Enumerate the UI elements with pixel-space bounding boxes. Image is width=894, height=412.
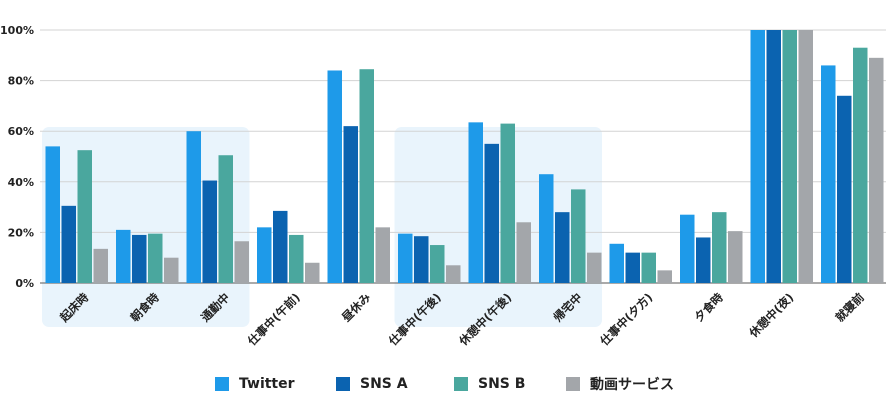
- bar: [712, 212, 727, 283]
- bars: [45, 30, 884, 284]
- y-tick-label: 60%: [8, 125, 34, 138]
- bar-chart: 0%20%40%60%80%100% 起床時 朝食時 通勤中 仕事中(午前) 昼休み 仕事…: [0, 24, 886, 349]
- legend-label: 動画サービス: [590, 377, 674, 393]
- legend-label: SNS A: [360, 376, 408, 392]
- bar: [821, 65, 836, 283]
- bar: [289, 234, 304, 283]
- bar: [186, 131, 201, 283]
- bar: [218, 155, 233, 283]
- y-tick-label: 80%: [8, 75, 34, 88]
- y-tick-label: 20%: [8, 226, 34, 239]
- bar: [468, 122, 483, 283]
- bar: [869, 57, 884, 283]
- bar: [609, 243, 624, 283]
- legend-label: SNS B: [478, 376, 526, 392]
- legend-swatch: [454, 377, 468, 391]
- bar: [398, 233, 413, 283]
- legend: Twitter SNS A SNS B 動画サービス: [0, 372, 894, 396]
- grid-lines: [40, 29, 886, 284]
- legend-swatch: [215, 377, 229, 391]
- bar: [728, 231, 743, 283]
- bar: [696, 237, 711, 283]
- bar: [680, 214, 695, 283]
- bar: [766, 30, 781, 283]
- legend-item: Twitter: [215, 372, 295, 396]
- bar: [571, 189, 586, 283]
- bar: [516, 222, 531, 283]
- bar: [798, 30, 813, 283]
- bar: [132, 234, 147, 283]
- category-label: 仕事中(午前): [244, 290, 303, 349]
- category-label: 昼休み: [338, 290, 373, 325]
- y-axis: 0% 20% 40% 60% 80% 100%: [0, 24, 34, 290]
- bar: [484, 143, 499, 283]
- legend-swatch: [336, 377, 350, 391]
- bar: [61, 205, 76, 283]
- y-tick-label: 100%: [0, 24, 34, 37]
- legend-label: Twitter: [239, 376, 295, 392]
- bar: [750, 30, 765, 283]
- legend-swatch: [566, 377, 580, 391]
- bar: [641, 252, 656, 283]
- bar: [45, 146, 60, 283]
- bar: [657, 270, 672, 283]
- legend-item: SNS B: [454, 372, 525, 396]
- bar: [164, 257, 179, 283]
- bar: [234, 241, 249, 283]
- bar: [625, 252, 640, 283]
- bar: [853, 47, 868, 284]
- bar: [555, 212, 570, 283]
- bar: [837, 95, 852, 283]
- bar: [430, 245, 445, 283]
- bar: [587, 252, 602, 283]
- y-tick-label: 0%: [15, 277, 34, 290]
- bar: [116, 229, 131, 283]
- bar: [782, 30, 797, 283]
- legend-item: SNS A: [336, 372, 408, 396]
- legend-item: 動画サービス: [566, 372, 674, 396]
- category-label: 休憩中(夜): [746, 290, 797, 341]
- bar: [539, 174, 554, 283]
- bar: [414, 236, 429, 283]
- category-label: 夕食時: [692, 290, 727, 325]
- bar: [343, 126, 358, 283]
- bar: [77, 150, 92, 283]
- bar: [446, 265, 461, 283]
- bar: [375, 227, 390, 283]
- bar: [359, 69, 374, 283]
- bar: [327, 70, 342, 283]
- bar: [500, 123, 515, 283]
- category-label: 就寝前: [833, 290, 868, 325]
- bar: [273, 210, 288, 283]
- category-label: 仕事中(夕方): [597, 290, 656, 349]
- bar: [202, 180, 217, 283]
- bar: [93, 248, 108, 283]
- bar: [257, 227, 272, 283]
- bar: [148, 233, 163, 283]
- bar: [305, 262, 320, 283]
- y-tick-label: 40%: [8, 176, 34, 189]
